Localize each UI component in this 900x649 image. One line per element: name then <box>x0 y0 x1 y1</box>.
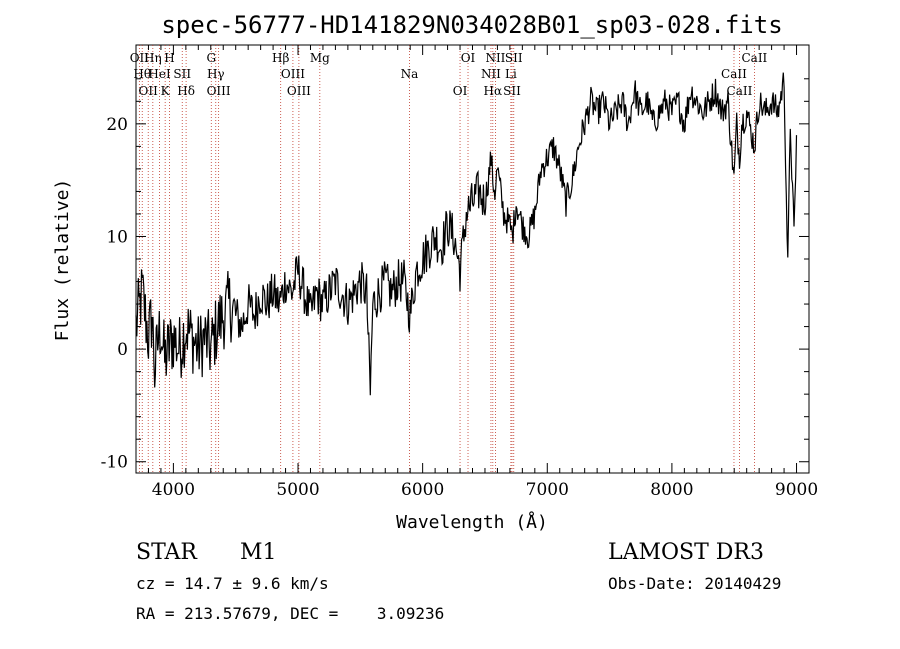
chart-title: spec-56777-HD141829N034028B01_sp03-028.f… <box>161 11 782 39</box>
x-tick-label-3: 7000 <box>526 480 569 500</box>
line-label-26: CaII <box>727 84 753 98</box>
line-label-13: OIII <box>281 67 305 81</box>
plot-frame <box>135 44 810 474</box>
line-label-9: G <box>206 51 216 65</box>
x-tick-label-2: 6000 <box>401 480 444 500</box>
y-tick-label-2: 10 <box>106 227 128 247</box>
line-label-20: Hα <box>484 84 503 98</box>
line-label-22: Li <box>505 67 517 81</box>
axis-ticks: 4000 5000 6000 7000 8000 9000 -10 0 10 20 <box>101 45 818 500</box>
line-label-2: OII <box>139 84 159 98</box>
line-label-19: NII <box>481 67 501 81</box>
line-label-6: H <box>164 51 174 65</box>
line-label-4: HeI <box>148 67 171 81</box>
line-label-1: Hθ <box>133 67 151 81</box>
x-tick-label-0: 4000 <box>152 480 195 500</box>
x-axis-label: Wavelength (Å) <box>396 511 548 533</box>
object-class: STAR <box>136 540 197 565</box>
line-label-10: Hγ <box>207 67 225 81</box>
spectrum-series <box>135 72 798 396</box>
x-tick-label-4: 8000 <box>650 480 693 500</box>
line-label-27: CaII <box>741 51 767 65</box>
line-label-8: Hδ <box>177 84 195 98</box>
line-label-3: Hη <box>144 51 162 65</box>
y-tick-label-3: 20 <box>106 115 128 135</box>
y-tick-label-0: -10 <box>101 453 128 473</box>
line-label-18: OI <box>461 51 476 65</box>
line-label-17: OI <box>453 84 468 98</box>
line-label-12: Hβ <box>272 51 289 65</box>
line-label-21: NII <box>485 51 505 65</box>
line-label-0: OII <box>130 51 150 65</box>
line-label-15: Mg <box>310 51 330 65</box>
spectral-line-labels: OIIHθOIIHηHeIKHSIIHδGHγOIIIHβOIIIOIIIMgN… <box>130 51 768 98</box>
line-label-5: K <box>161 84 171 98</box>
line-label-23: SII <box>503 84 521 98</box>
line-label-11: OIII <box>207 84 231 98</box>
line-label-16: Na <box>401 67 419 81</box>
x-tick-label-5: 9000 <box>775 480 818 500</box>
object-subclass: M1 <box>240 540 277 565</box>
line-label-25: CaII <box>721 67 747 81</box>
redshift-value: cz = 14.7 ± 9.6 km/s <box>136 574 329 593</box>
line-label-7: SII <box>173 67 191 81</box>
spectral-line-markers <box>138 45 755 473</box>
x-tick-label-1: 5000 <box>276 480 319 500</box>
line-label-24: SII <box>505 51 523 65</box>
coordinates: RA = 213.57679, DEC = 3.09236 <box>136 604 445 623</box>
survey-name: LAMOST DR3 <box>608 540 764 565</box>
y-axis-label: Flux (relative) <box>52 179 73 342</box>
line-label-14: OIII <box>287 84 311 98</box>
obs-date: Obs-Date: 20140429 <box>608 574 782 593</box>
y-tick-label-1: 0 <box>117 340 128 360</box>
